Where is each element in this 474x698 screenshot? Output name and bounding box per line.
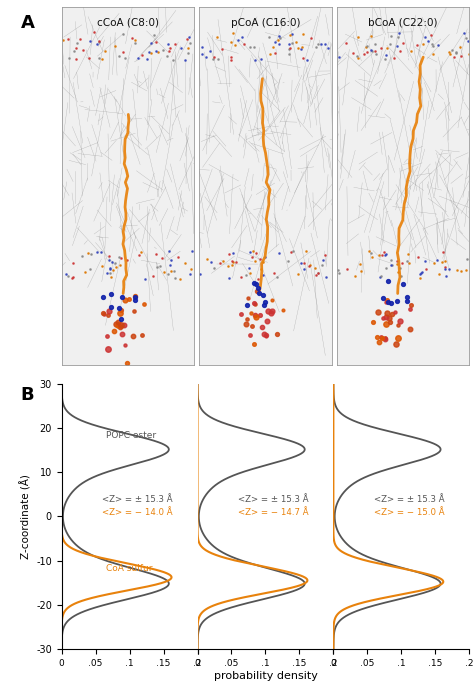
- Text: <Z> = − 14.7 Å: <Z> = − 14.7 Å: [238, 508, 309, 517]
- Text: CoA sulfur: CoA sulfur: [107, 564, 153, 573]
- Text: A: A: [21, 14, 35, 32]
- Text: <Z> = − 15.0 Å: <Z> = − 15.0 Å: [374, 508, 445, 517]
- Text: <Z> = ± 15.3 Å: <Z> = ± 15.3 Å: [102, 495, 173, 504]
- Text: <Z> = ± 15.3 Å: <Z> = ± 15.3 Å: [238, 495, 309, 504]
- Text: POPC ester: POPC ester: [107, 431, 156, 440]
- Text: probability density: probability density: [213, 671, 318, 681]
- Y-axis label: Z-coordinate (Å): Z-coordinate (Å): [20, 474, 32, 559]
- Text: bCoA (C22:0): bCoA (C22:0): [368, 17, 438, 28]
- Text: cCoA (C8:0): cCoA (C8:0): [97, 17, 159, 28]
- Text: <Z> = − 14.0 Å: <Z> = − 14.0 Å: [102, 508, 173, 517]
- Text: <Z> = ± 15.3 Å: <Z> = ± 15.3 Å: [374, 495, 445, 504]
- Text: B: B: [21, 387, 35, 405]
- Text: pCoA (C16:0): pCoA (C16:0): [231, 17, 300, 28]
